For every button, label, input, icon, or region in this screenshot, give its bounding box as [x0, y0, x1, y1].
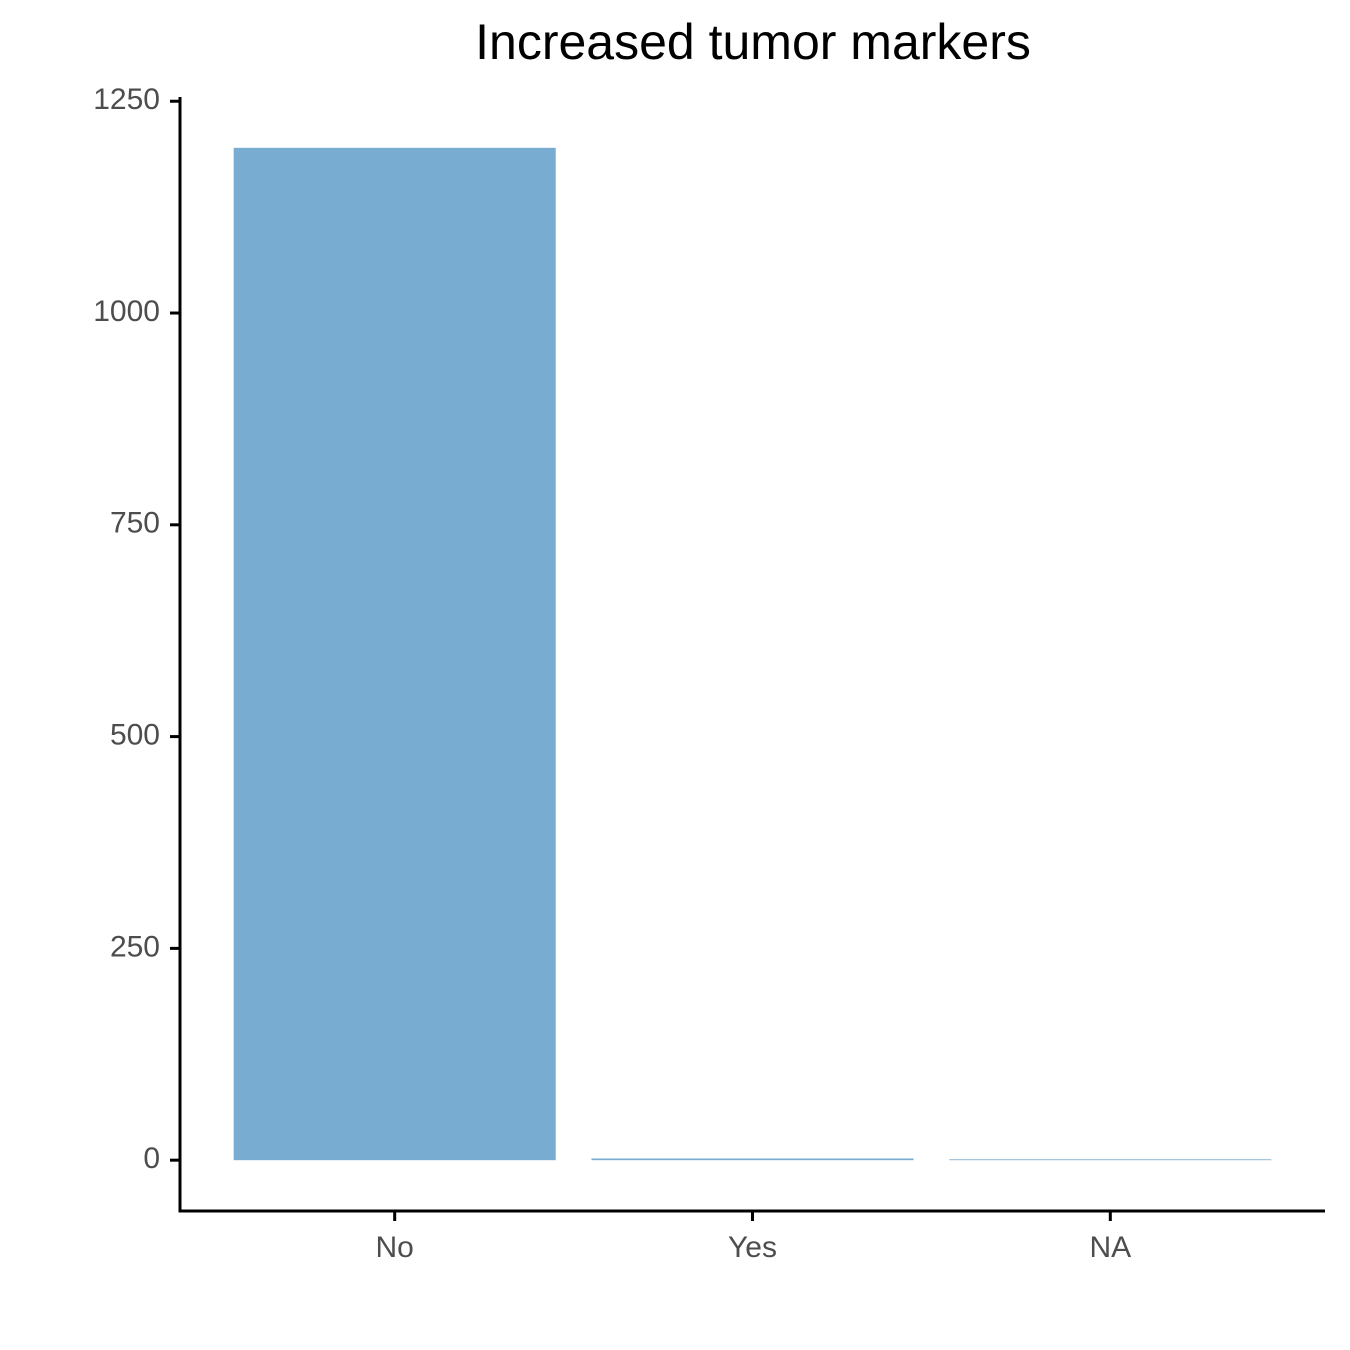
y-tick-label: 1000: [93, 295, 160, 328]
x-tick-label: Yes: [728, 1231, 777, 1264]
x-tick-label: No: [376, 1231, 414, 1264]
y-tick-label: 0: [143, 1142, 160, 1175]
y-tick-label: 250: [110, 930, 160, 963]
bar: [591, 1158, 914, 1161]
y-tick-label: 1250: [93, 83, 160, 116]
x-tick-label: NA: [1089, 1231, 1131, 1264]
bar: [233, 147, 556, 1161]
bar: [949, 1159, 1272, 1161]
y-tick-label: 500: [110, 719, 160, 752]
y-tick-label: 750: [110, 507, 160, 540]
chart-title: Increased tumor markers: [475, 14, 1031, 70]
